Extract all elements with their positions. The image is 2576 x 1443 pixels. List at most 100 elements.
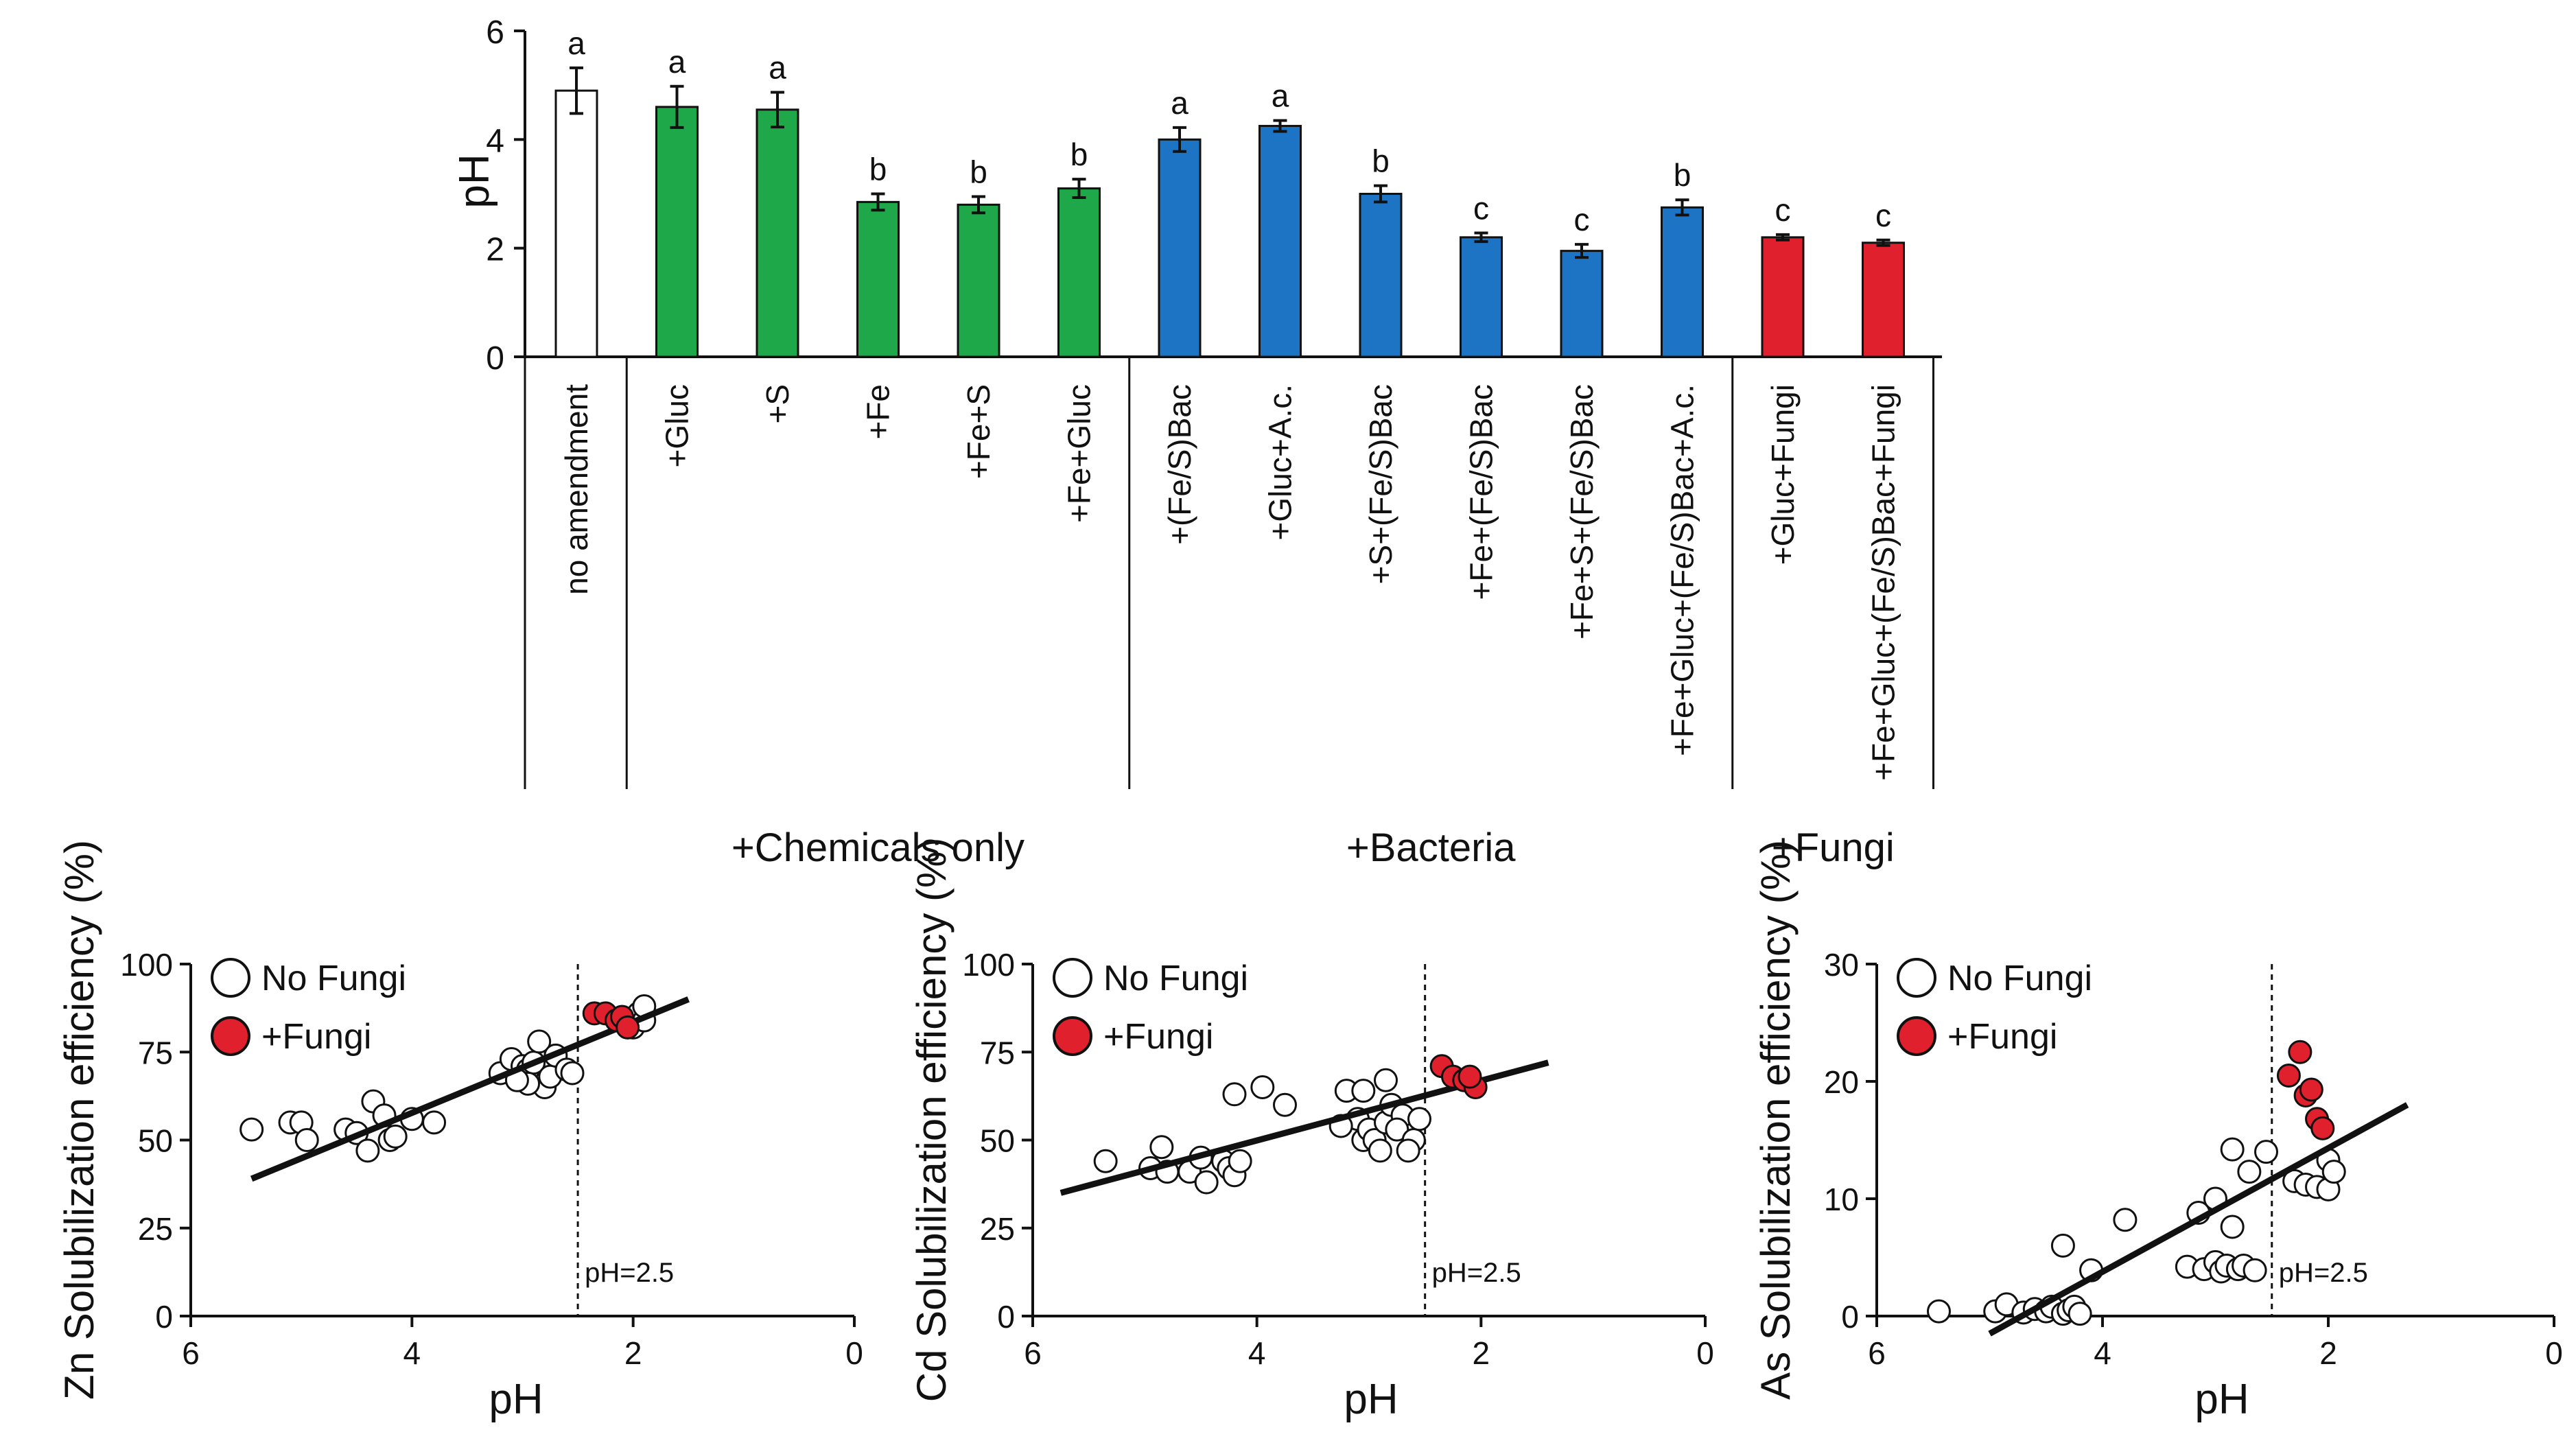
- significance-label: c: [1775, 192, 1791, 228]
- as-no-fungi-point: [2050, 1233, 2075, 1258]
- cd-y-axis-label: Cd Solubilization efficiency (%): [909, 838, 955, 1403]
- zn-scatter-panel: Zn Solubilization efficiency (%) pH 0 25 5…: [56, 840, 863, 1423]
- as-fungi-point: [2288, 1040, 2312, 1064]
- bar: [1761, 236, 1805, 358]
- zn-y-tick-label: 100: [120, 947, 173, 983]
- zn-y-tick-label: 0: [155, 1299, 173, 1335]
- category-label: +Fe+S+(Fe/S)Bac: [1564, 384, 1600, 640]
- bar: [1359, 193, 1403, 358]
- cd-legend-fungi-label: +Fungi: [1103, 1017, 1213, 1057]
- as-no-fungi-point: [2220, 1137, 2245, 1162]
- bar: [856, 200, 900, 358]
- category-label: +(Fe/S)Bac: [1162, 384, 1197, 545]
- as-fungi-point: [2299, 1077, 2323, 1102]
- zn-no-fungi-point: [422, 1110, 447, 1135]
- group-label: +Fungi: [1772, 825, 1895, 870]
- zn-threshold-label: pH=2.5: [585, 1258, 674, 1288]
- bar: [1258, 125, 1302, 358]
- as-no-fungi-point: [2220, 1215, 2245, 1239]
- zn-no-fungi-point: [527, 1029, 552, 1054]
- bar: [554, 89, 598, 358]
- group-label: +Chemicals only: [731, 825, 1024, 870]
- zn-no-fungi-point: [294, 1128, 319, 1152]
- bar-marks: 0 2 4 6 a no amendment a +Gluc a +S b +Fe b +Fe+S b +Fe…: [486, 14, 1942, 870]
- significance-label: c: [1574, 202, 1590, 237]
- cd-y-tick-label: 100: [962, 947, 1015, 983]
- zn-legend-fungi-marker: [211, 1016, 250, 1056]
- bar-y-tick-label: 2: [486, 232, 504, 268]
- category-label: +Gluc+A.c.: [1263, 384, 1298, 541]
- as-y-tick-label: 30: [1824, 947, 1859, 983]
- cd-legend-no-fungi-marker: [1053, 958, 1092, 998]
- zn-no-fungi-point: [239, 1117, 264, 1142]
- cd-y-tick-label: 50: [980, 1123, 1015, 1159]
- as-fungi-point: [2276, 1063, 2301, 1088]
- bar-y-axis-label: pH: [451, 154, 498, 208]
- significance-label: a: [769, 49, 786, 85]
- cd-no-fungi-point: [1351, 1079, 1376, 1103]
- cd-x-tick-label: 4: [1248, 1335, 1266, 1371]
- bar: [1661, 206, 1704, 358]
- as-y-axis-label: As Solubilization efficiency (%): [1753, 840, 1799, 1400]
- significance-label: b: [1372, 143, 1390, 179]
- zn-no-fungi-point: [355, 1138, 380, 1163]
- category-label: +Gluc: [659, 384, 695, 467]
- as-threshold-label: pH=2.5: [2279, 1258, 2368, 1288]
- bar: [756, 108, 799, 358]
- category-label: +S: [760, 384, 795, 424]
- as-legend-no-fungi-label: No Fungi: [1947, 959, 2092, 998]
- cd-legend-no-fungi-label: No Fungi: [1103, 959, 1248, 998]
- zn-fungi-point: [616, 1015, 640, 1040]
- bar: [957, 203, 1000, 358]
- as-regression-line: [1988, 1102, 2409, 1337]
- as-no-fungi-point: [2243, 1258, 2267, 1282]
- as-no-fungi-point: [2068, 1302, 2092, 1326]
- significance-label: c: [1875, 198, 1891, 233]
- cd-x-tick-label: 2: [1473, 1335, 1490, 1371]
- cd-no-fungi-point: [1385, 1117, 1409, 1142]
- significance-label: a: [1171, 85, 1189, 121]
- as-no-fungi-point: [2113, 1208, 2138, 1232]
- zn-y-tick-label: 50: [138, 1123, 173, 1159]
- category-label: +Fe+S: [961, 384, 996, 479]
- zn-y-axis-label: Zn Solubilization efficiency (%): [56, 840, 102, 1400]
- significance-label: b: [1070, 137, 1088, 172]
- bar-y-tick-label: 0: [486, 340, 504, 377]
- as-no-fungi-point: [2321, 1160, 2346, 1184]
- zn-x-tick-label: 0: [845, 1335, 863, 1371]
- cd-no-fungi-point: [1228, 1149, 1252, 1173]
- bar: [1862, 242, 1905, 358]
- significance-label: b: [869, 152, 887, 187]
- cd-y-tick-label: 25: [980, 1211, 1015, 1247]
- as-no-fungi-point: [1926, 1299, 1951, 1324]
- group-label: +Bacteria: [1346, 825, 1516, 870]
- as-fungi-point: [2310, 1116, 2335, 1140]
- bar: [655, 106, 699, 358]
- bar-y-tick-label: 4: [486, 123, 504, 159]
- zn-no-fungi-point: [383, 1124, 408, 1149]
- cd-threshold-label: pH=2.5: [1432, 1258, 1521, 1288]
- cd-scatter-panel: Cd Solubilization efficiency (%) pH 0 25 5…: [909, 838, 1714, 1423]
- as-no-fungi-point: [2237, 1160, 2262, 1184]
- cd-x-tick-label: 0: [1696, 1335, 1714, 1371]
- bar: [1158, 138, 1202, 358]
- as-x-tick-label: 4: [2094, 1335, 2111, 1371]
- cd-x-axis-label: pH: [1344, 1376, 1398, 1423]
- zn-x-tick-label: 4: [403, 1335, 421, 1371]
- zn-y-tick-label: 25: [138, 1211, 173, 1247]
- as-legend-fungi-marker: [1897, 1016, 1936, 1056]
- cd-no-fungi-point: [1093, 1149, 1118, 1173]
- cd-fungi-point: [1457, 1064, 1482, 1089]
- zn-x-tick-label: 2: [624, 1335, 642, 1371]
- as-scatter-panel: As Solubilization efficiency (%) pH 0 10 2…: [1753, 840, 2563, 1423]
- significance-label: b: [970, 154, 987, 189]
- bar: [1057, 187, 1101, 358]
- as-y-tick-label: 10: [1824, 1182, 1859, 1217]
- as-legend-fungi-label: +Fungi: [1947, 1017, 2057, 1057]
- as-x-tick-label: 2: [2319, 1335, 2337, 1371]
- cd-no-fungi-point: [1374, 1068, 1398, 1092]
- significance-label: c: [1473, 191, 1489, 226]
- category-label: +Gluc+Fungi: [1765, 384, 1801, 565]
